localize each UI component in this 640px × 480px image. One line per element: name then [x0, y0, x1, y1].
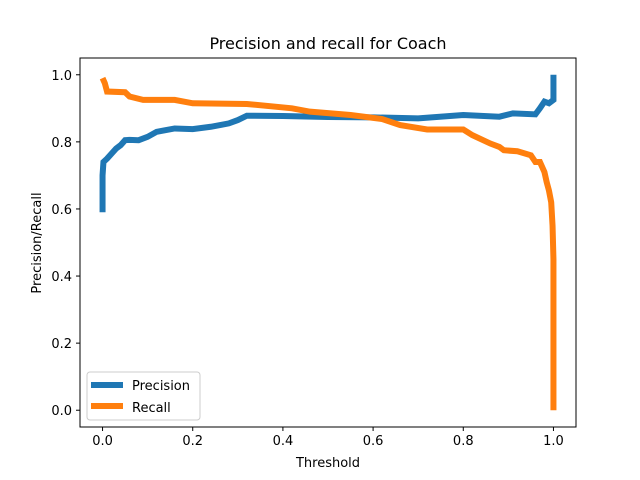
x-tick-label: 1.0: [543, 434, 564, 449]
y-axis-ticks: 0.0 0.2 0.4 0.6 0.8 1.0: [51, 69, 80, 419]
y-tick-label: 0.8: [51, 136, 72, 151]
y-tick-label: 1.0: [51, 69, 72, 84]
x-axis-ticks: 0.0 0.2 0.4 0.6 0.8 1.0: [92, 427, 564, 449]
x-tick-label: 0.0: [92, 434, 113, 449]
x-tick-label: 0.8: [453, 434, 474, 449]
series-line-precision: [99, 74, 557, 213]
y-tick-label: 0.4: [51, 270, 72, 285]
y-tick-label: 0.0: [51, 404, 72, 419]
series-line-recall: [99, 76, 557, 411]
series-lines: [99, 74, 557, 411]
chart-title: Precision and recall for Coach: [209, 34, 446, 53]
x-tick-label: 0.2: [182, 434, 203, 449]
y-axis-label: Precision/Recall: [30, 192, 45, 293]
legend: Precision Recall: [86, 371, 201, 421]
x-tick-label: 0.6: [363, 434, 384, 449]
y-tick-label: 0.2: [51, 337, 72, 352]
legend-label-recall: Recall: [132, 401, 171, 416]
legend-label-precision: Precision: [132, 379, 190, 394]
y-tick-label: 0.6: [51, 203, 72, 218]
x-tick-label: 0.4: [273, 434, 294, 449]
x-axis-label: Threshold: [295, 456, 360, 471]
